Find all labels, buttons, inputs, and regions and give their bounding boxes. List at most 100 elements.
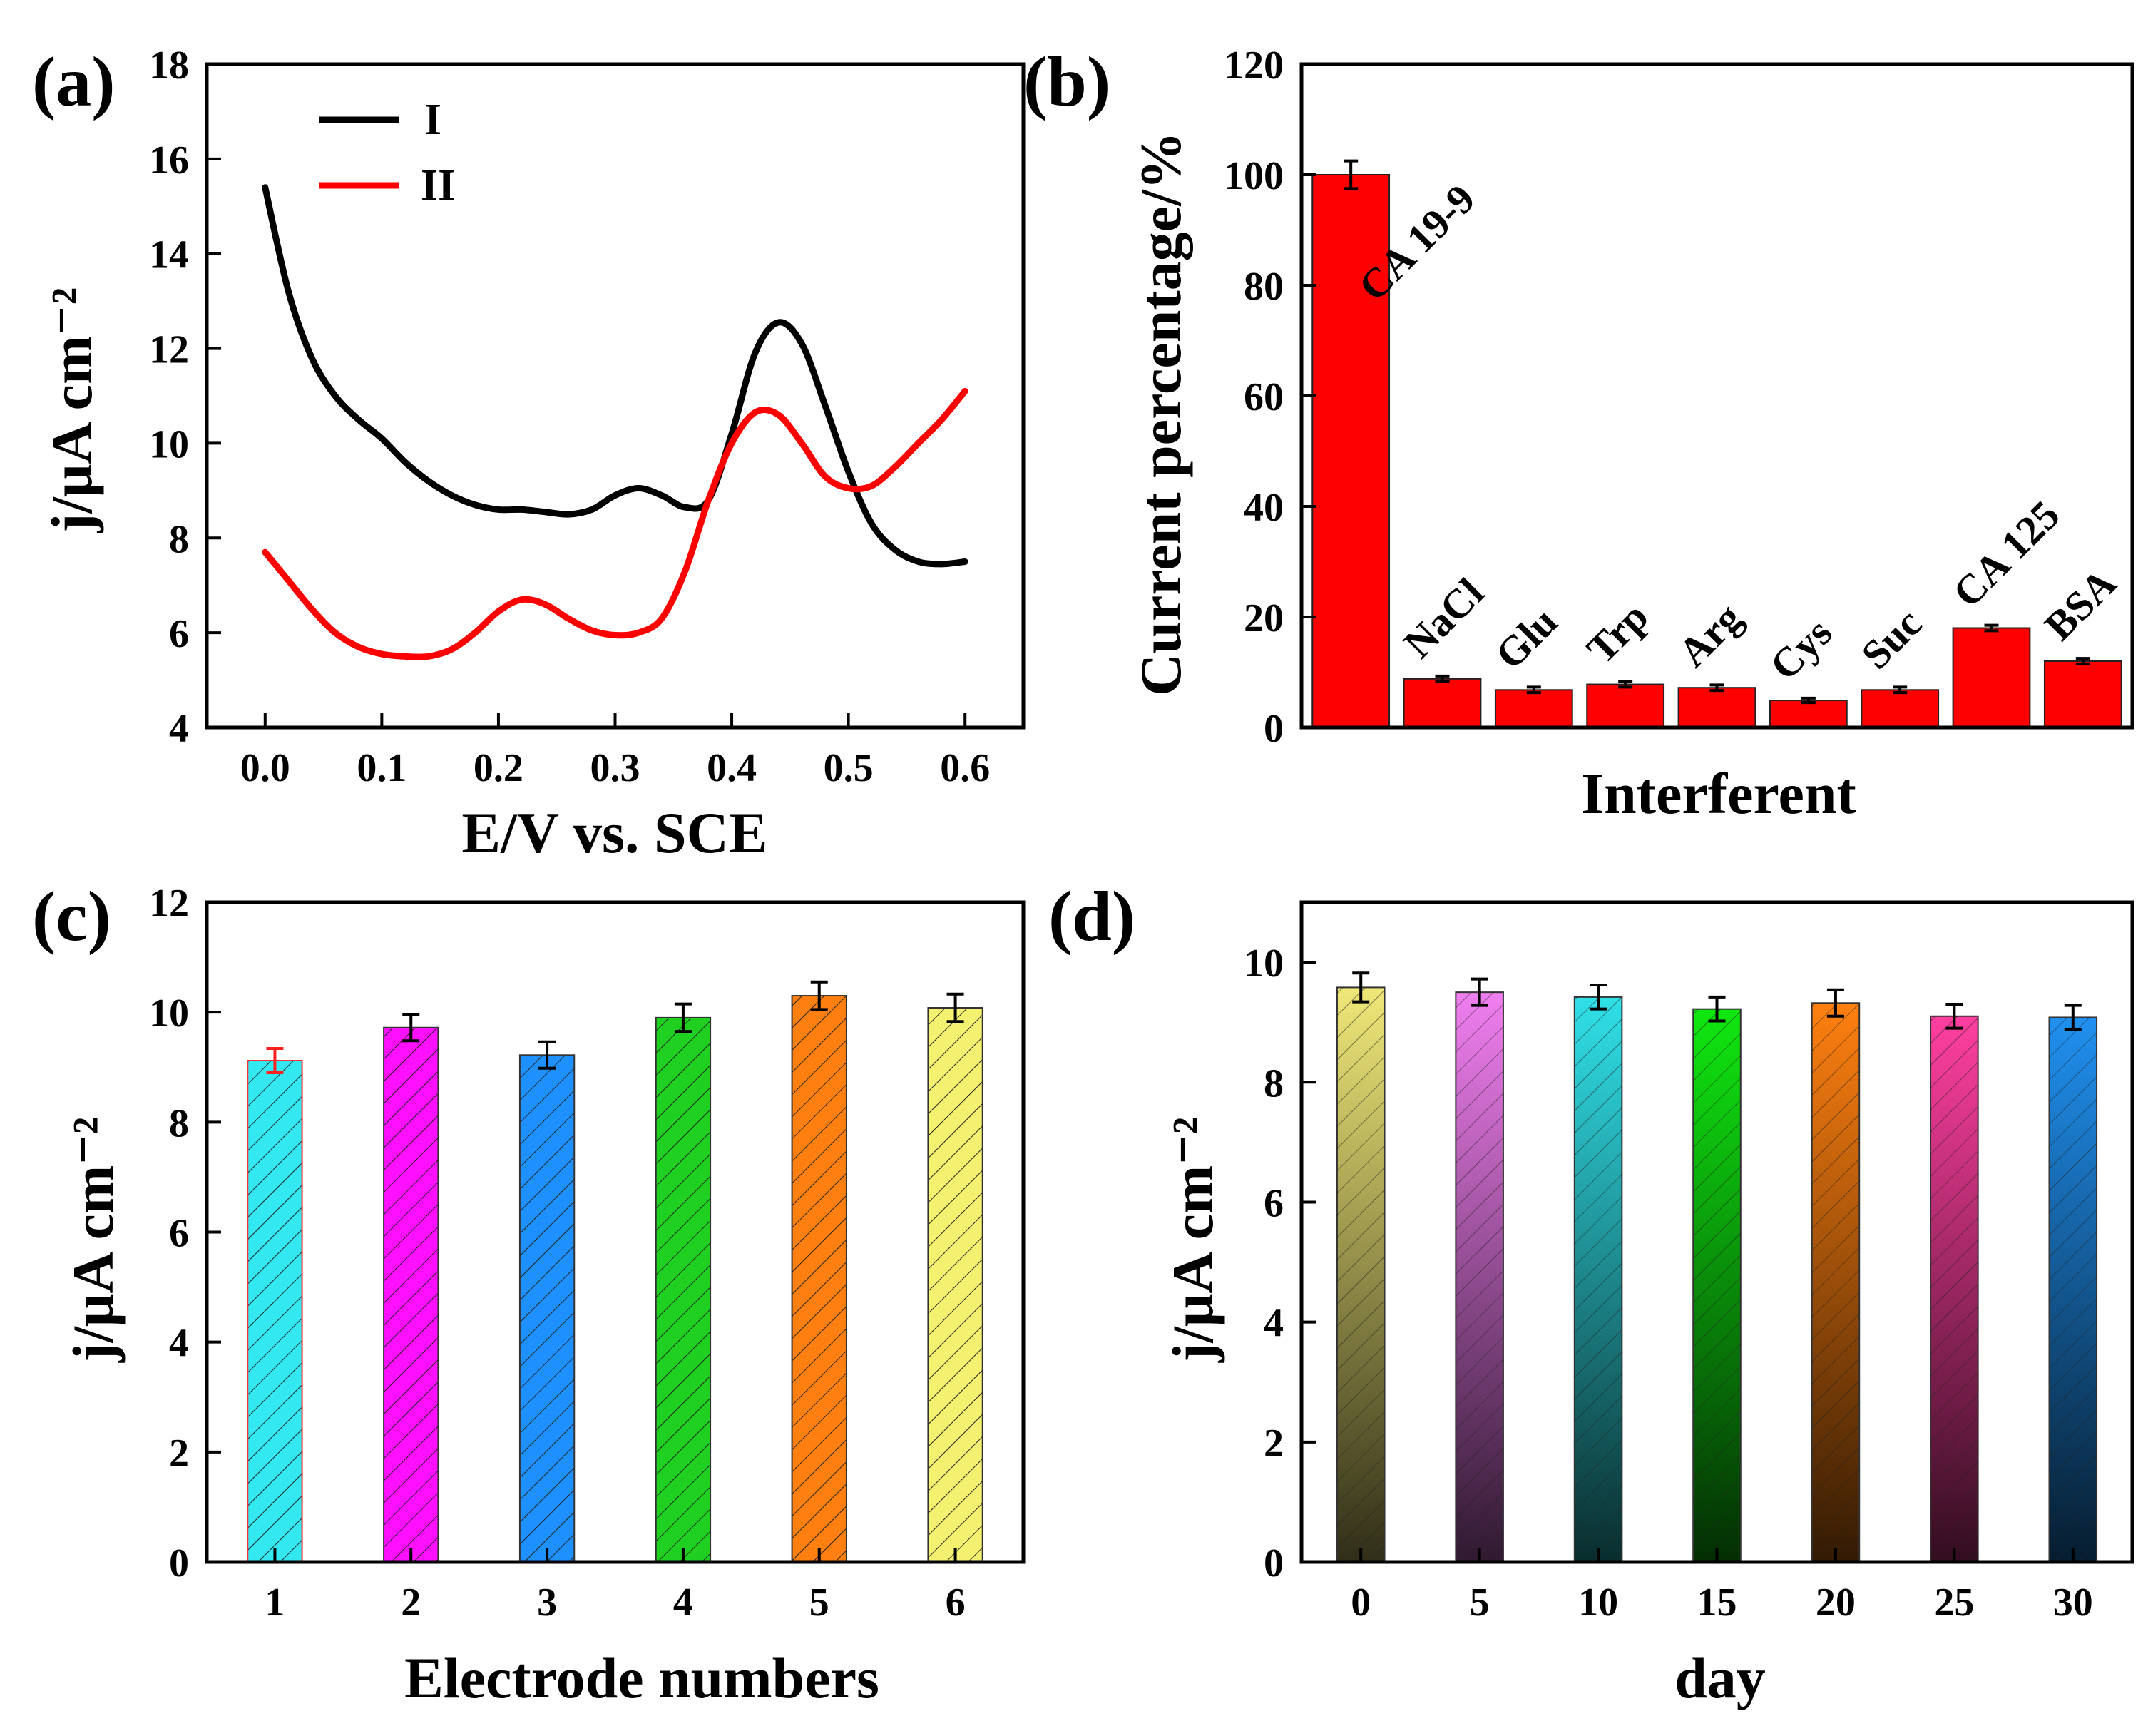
bar-6 [927, 1007, 983, 1563]
y-tick-label: 20 [1244, 596, 1284, 640]
bar-ca125 [1952, 627, 2031, 728]
axes-frame [205, 900, 1026, 1564]
y-tick-label: 12 [149, 328, 189, 372]
y-tick-label: 6 [169, 612, 189, 656]
y-tick-label: 120 [1224, 44, 1284, 88]
y-tick-label: 4 [169, 1322, 189, 1366]
y-tick-label: 8 [169, 517, 189, 561]
x-tick-label: 5 [809, 1581, 829, 1625]
panel-d-x-axis-label: day [1674, 1645, 1766, 1710]
panel-d-x-ticks: 0 5 10 15 20 25 30 [1351, 1548, 2093, 1625]
bar-4 [655, 1016, 712, 1563]
panel-d-plot-area [1299, 900, 2134, 1564]
panel-b-label: (b) [1023, 42, 1110, 121]
panel-a-label: (a) [32, 42, 116, 121]
panel-d-label: (d) [1048, 877, 1135, 956]
category-label-cys: Cys [1761, 609, 1841, 689]
y-tick-label: 8 [1264, 1061, 1284, 1106]
panel-a-plot-area [205, 62, 1026, 730]
x-tick-label: 20 [1816, 1581, 1856, 1625]
bar-1 [247, 1060, 303, 1563]
y-tick-label: 80 [1244, 265, 1284, 309]
x-tick-label: 5 [1470, 1581, 1490, 1625]
bar-hatch-30 [2049, 1017, 2097, 1562]
y-tick-label: 10 [149, 422, 189, 466]
panel-a-x-axis-label: E/V vs. SCE [461, 800, 767, 865]
x-tick-label: 0.4 [707, 746, 757, 790]
panel-c-y-ticks: 0 2 4 6 8 10 12 [149, 882, 221, 1586]
x-tick-label: 25 [1934, 1581, 1974, 1625]
x-tick-label: 0.3 [590, 746, 640, 790]
x-tick-label: 0 [1351, 1581, 1371, 1625]
panel-c-label: (c) [32, 877, 111, 956]
y-tick-label: 4 [169, 707, 189, 751]
bar-5 [791, 995, 847, 1563]
y-tick-label: 4 [1264, 1302, 1284, 1346]
panel-c-x-axis-label: Electrode numbers [404, 1645, 879, 1710]
y-tick-label: 10 [1244, 941, 1284, 986]
bar-hatch-15 [1693, 1009, 1741, 1562]
bar-hatch-5 [1456, 992, 1503, 1562]
y-tick-label: 0 [1264, 707, 1284, 751]
panel-d-y-axis-label: j/μA cm⁻² [1160, 1117, 1225, 1363]
panel-d-y-ticks: 0 2 4 6 8 10 [1244, 941, 1316, 1586]
x-tick-label: 0.0 [240, 746, 290, 790]
x-tick-label: 6 [946, 1581, 966, 1625]
y-tick-label: 60 [1244, 375, 1284, 419]
y-tick-label: 40 [1244, 486, 1284, 530]
y-tick-label: 2 [169, 1431, 189, 1476]
bar-hatch-20 [1811, 1003, 1860, 1562]
x-tick-label: 3 [537, 1581, 557, 1625]
panel-b-y-ticks: 0 20 40 60 80 100 120 [1224, 44, 1316, 751]
y-tick-label: 12 [149, 882, 189, 926]
bar-nacl [1403, 678, 1482, 728]
y-tick-label: 18 [149, 44, 189, 88]
series-line-i [262, 184, 968, 568]
x-tick-label: 0.6 [940, 746, 990, 790]
category-label-trp: Trp [1577, 593, 1657, 673]
y-tick-label: 10 [149, 991, 189, 1036]
bar-bsa [2043, 660, 2122, 728]
y-tick-label: 14 [149, 233, 189, 277]
bar-3 [518, 1054, 576, 1563]
x-tick-label: 4 [673, 1581, 693, 1625]
bar-hatch-0 [1336, 987, 1385, 1562]
x-tick-label: 15 [1697, 1581, 1737, 1625]
x-tick-label: 0.5 [824, 746, 874, 790]
panel-d: (d) 0 2 4 6 8 10 0 5 10 15 20 25 30 day j/μA cm⁻² [1048, 877, 2134, 1710]
y-tick-label: 0 [169, 1541, 189, 1586]
bar-ca199 [1311, 174, 1391, 728]
panel-c-plot-area [205, 900, 1026, 1564]
y-tick-label: 6 [169, 1212, 189, 1256]
category-label-nacl: NaCl [1395, 569, 1493, 667]
panel-a-y-ticks: 4 6 8 10 12 14 16 18 [149, 44, 221, 751]
panel-a-legend: I II [319, 96, 455, 210]
bar-glu [1494, 689, 1573, 728]
category-label-arg: Arg [1669, 594, 1751, 675]
bar-hatch-25 [1930, 1016, 1978, 1562]
legend-label-i: I [424, 96, 441, 144]
bar-hatch-10 [1574, 996, 1622, 1562]
category-label-bsa: BSA [2035, 559, 2125, 649]
y-tick-label: 2 [1264, 1421, 1284, 1466]
panel-c-y-axis-label: j/μA cm⁻² [61, 1117, 126, 1363]
x-tick-label: 30 [2053, 1581, 2093, 1625]
panel-c-x-ticks: 1 2 3 4 5 6 [265, 1548, 966, 1625]
panel-a-x-ticks: 0.0 0.1 0.2 0.3 0.4 0.5 0.6 [240, 713, 990, 790]
panel-b-x-axis-label: Interferent [1581, 761, 1856, 826]
bar-arg [1677, 687, 1756, 729]
y-tick-label: 100 [1224, 154, 1284, 198]
x-tick-label: 0.1 [357, 746, 406, 790]
category-label-ca125: CA 125 [1944, 491, 2069, 616]
panel-a-y-axis-label: j/μA cm⁻² [39, 287, 104, 533]
x-tick-label: 2 [401, 1581, 421, 1625]
series-line-ii [262, 387, 968, 660]
category-label-suc: Suc [1852, 600, 1930, 678]
x-tick-label: 0.2 [474, 746, 523, 790]
y-tick-label: 8 [169, 1101, 189, 1145]
panel-b-y-axis-label: Current percentage/% [1128, 131, 1193, 696]
